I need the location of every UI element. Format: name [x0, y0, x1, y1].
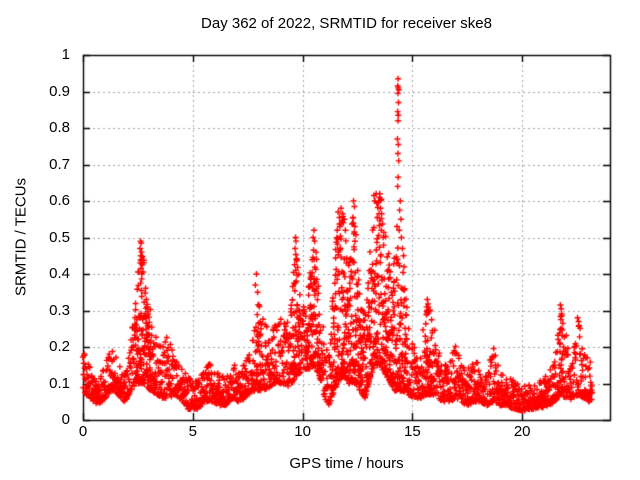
x-axis-label: GPS time / hours [289, 455, 404, 472]
y-tick-label: 0.4 [49, 265, 70, 282]
y-tick-label: 0.5 [49, 228, 70, 246]
x-tick-label: 5 [188, 423, 197, 440]
x-tick-label: 20 [513, 423, 531, 440]
y-tick-label: 0.3 [49, 301, 70, 319]
y-tick-label: 1 [61, 46, 70, 63]
x-tick-label: 0 [78, 423, 88, 440]
x-tick-label: 10 [294, 423, 311, 440]
chart-title: Day 362 of 2022, SRMTID for receiver ske… [201, 15, 492, 32]
y-tick-label: 0.7 [49, 155, 70, 173]
y-tick-label: 0.2 [49, 338, 70, 355]
y-tick-label: 0.9 [49, 82, 70, 100]
y-tick-label: 0.1 [49, 374, 70, 392]
x-tick-label: 15 [404, 423, 421, 440]
y-tick-label: 0.6 [49, 192, 70, 209]
y-tick-label: 0.8 [49, 119, 70, 136]
y-tick-label: 0 [61, 411, 70, 428]
